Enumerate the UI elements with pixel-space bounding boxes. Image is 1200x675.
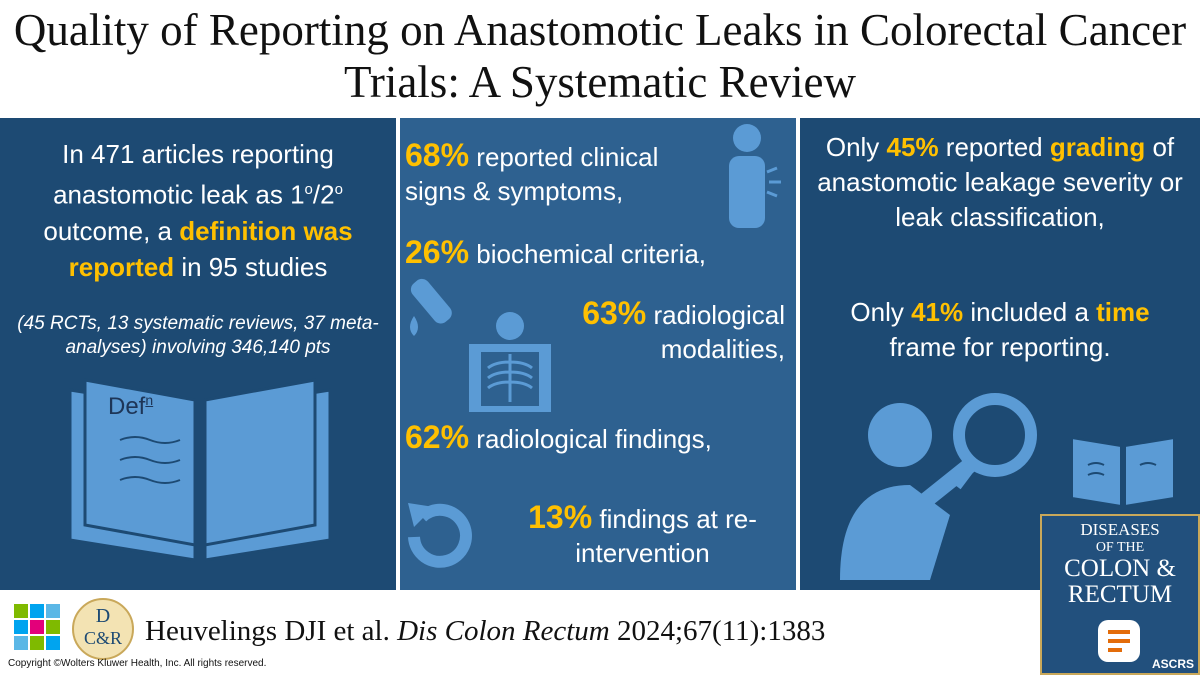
- text: in 95 studies: [174, 251, 328, 282]
- dcr-logo: D C&R: [72, 598, 134, 660]
- time-text: Only 41% included a time frame for repor…: [815, 295, 1185, 365]
- journal-name: Dis Colon Rectum: [397, 615, 610, 647]
- percent: 62%: [405, 419, 470, 455]
- patient-icon: [729, 124, 781, 228]
- cover-icon: [1098, 620, 1140, 662]
- journal-cover: DISEASES OF THE COLON & RECTUM ASCRS: [1040, 514, 1200, 675]
- text: radiological findings,: [476, 424, 712, 454]
- stat-item: 62% radiological findings,: [405, 420, 795, 456]
- stat-item: 68% reported clinical signs & symptoms,: [405, 138, 725, 208]
- search-icon: [840, 393, 1037, 580]
- left-text: In 471 articles reporting anastomotic le…: [12, 136, 384, 285]
- text: included a: [963, 297, 1097, 327]
- percent: 13%: [528, 499, 593, 535]
- highlight: time: [1096, 297, 1150, 327]
- book-icon: [68, 378, 332, 562]
- text: reported: [938, 132, 1050, 162]
- text: frame for reporting.: [889, 332, 1111, 362]
- cover-text: COLON &: [1064, 555, 1176, 582]
- highlight: 41%: [911, 297, 964, 327]
- cover-text: ASCRS: [1151, 657, 1194, 671]
- text: radiological modalities,: [653, 300, 785, 364]
- stat-item: 13% findings at re-intervention: [500, 500, 785, 570]
- superscript: n: [145, 392, 154, 408]
- text: of anastomotic leakage severity or leak …: [817, 132, 1183, 232]
- highlight: 45%: [886, 132, 939, 162]
- text: Only: [825, 132, 887, 162]
- book-label: Defn: [108, 392, 153, 421]
- logo-text: C&R: [83, 628, 122, 648]
- redo-icon: [408, 503, 472, 568]
- highlight: grading: [1049, 132, 1146, 162]
- small-book-icon: [1071, 436, 1175, 508]
- logo-text: D: [95, 605, 111, 627]
- text: Heuvelings DJI et al.: [145, 615, 398, 647]
- text: reported clinical signs & symptoms,: [405, 142, 659, 206]
- text: Only: [850, 297, 912, 327]
- text: biochemical criteria,: [476, 239, 707, 269]
- text: findings at re-intervention: [575, 504, 757, 568]
- copyright: Copyright ©Wolters Kluwer Health, Inc. A…: [8, 658, 267, 669]
- cover-text: DISEASES: [1080, 520, 1160, 539]
- details: (45 RCTs, 13 systematic reviews, 37 meta…: [17, 313, 379, 358]
- grading-text: Only 45% reported grading of anastomotic…: [815, 130, 1185, 235]
- text: outcome, a: [43, 215, 180, 246]
- test-tube-icon: [410, 278, 452, 336]
- publisher-logo: [14, 604, 60, 650]
- superscript: o: [334, 181, 343, 198]
- stat-item: 26% biochemical criteria,: [405, 235, 795, 271]
- xray-icon: [469, 312, 551, 412]
- percent: 63%: [582, 295, 647, 331]
- text: Def: [108, 393, 146, 420]
- cover-text: RECTUM: [1067, 581, 1173, 608]
- highlight: definition was reported: [68, 215, 353, 282]
- superscript: o: [304, 181, 313, 198]
- cover-text: OF THE: [1095, 540, 1145, 555]
- text: In 471 articles reporting anastomotic le…: [53, 139, 334, 210]
- text: /2: [312, 179, 335, 210]
- citation: Heuvelings DJI et al. Dis Colon Rectum 2…: [145, 615, 825, 648]
- text: 2024;67(11):1383: [609, 615, 826, 647]
- percent: 26%: [405, 234, 470, 270]
- title: Quality of Reporting on Anastomotic Leak…: [13, 5, 1187, 107]
- stat-item: 63% radiological modalities,: [560, 296, 785, 366]
- percent: 68%: [405, 137, 470, 173]
